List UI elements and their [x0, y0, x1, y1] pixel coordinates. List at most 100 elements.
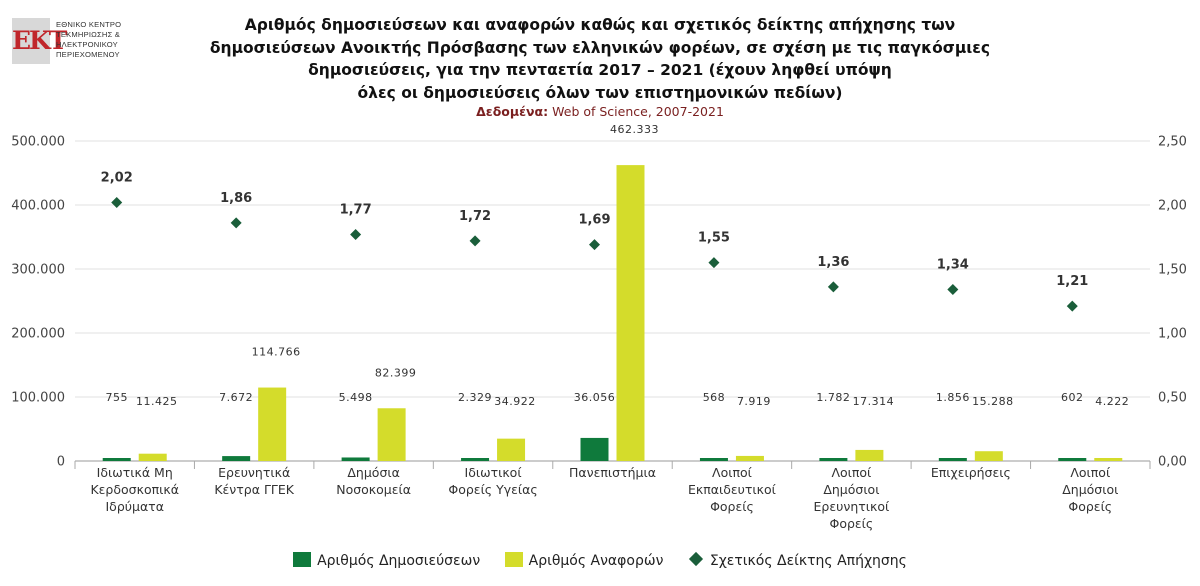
x-category-label: Δημόσιοι — [823, 482, 879, 497]
bar-publications — [341, 457, 370, 461]
data-label-publications: 2.329 — [458, 391, 492, 404]
x-category-label: Φορείς — [1068, 499, 1112, 514]
x-category-label: Εκπαιδευτικοί — [688, 482, 777, 497]
data-label-citations: 34.922 — [494, 395, 536, 408]
y-left-tick-label: 300.000 — [11, 263, 65, 278]
x-category-label: Λοιποί — [712, 465, 753, 480]
logo-line: ΕΘΝΙΚΟ ΚΕΝΤΡΟ — [56, 20, 122, 29]
data-label-index: 1,72 — [459, 209, 491, 224]
data-label-citations: 462.333 — [610, 123, 659, 136]
bar-citations — [735, 455, 764, 461]
x-category-label: Λοιποί — [831, 465, 872, 480]
logo-line: ΤΕΚΜΗΡΙΩΣΗΣ & — [56, 30, 121, 39]
data-label-publications: 602 — [1061, 391, 1084, 404]
bar-citations — [258, 387, 287, 461]
data-label-citations: 82.399 — [375, 366, 417, 379]
data-label-citations: 15.288 — [972, 395, 1014, 408]
bar-publications — [1058, 458, 1087, 461]
index-marker — [947, 283, 959, 295]
data-label-citations: 11.425 — [136, 395, 178, 408]
x-category-label: Δημόσιοι — [1062, 482, 1118, 497]
x-category-label: Ερευνητικοί — [814, 499, 890, 514]
chart-title-line: δημοσιεύσεων Ανοικτής Πρόσβασης των ελλη… — [209, 38, 991, 57]
y-right-tick-label: 0,00 — [1158, 455, 1187, 470]
chart-title-line: δημοσιεύσεις, για την πενταετία 2017 – 2… — [308, 61, 892, 79]
data-label-citations: 114.766 — [252, 346, 301, 359]
legend-label-index: Σχετικός Δείκτης Απήχησης — [709, 552, 907, 569]
y-left-tick-label: 400.000 — [11, 199, 65, 214]
y-left-tick-label: 500.000 — [11, 135, 65, 150]
bar-citations — [616, 165, 645, 461]
index-marker — [708, 257, 720, 269]
bar-citations — [138, 453, 167, 461]
index-marker — [111, 196, 123, 208]
y-right-tick-label: 0,50 — [1158, 391, 1187, 406]
x-category-label: Επιχειρήσεις — [931, 465, 1011, 480]
bar-publications — [938, 458, 967, 461]
legend-item-citations[interactable]: Αριθμός Αναφορών — [504, 552, 663, 569]
data-label-index: 1,86 — [220, 191, 252, 206]
legend-item-publications[interactable]: Αριθμός Δημοσιεύσεων — [293, 552, 480, 569]
ekt-logo: ΕΚΤ ΕΘΝΙΚΟ ΚΕΝΤΡΟ ΤΕΚΜΗΡΙΩΣΗΣ & ΗΛΕΚΤΡΟΝ… — [12, 18, 162, 70]
data-label-publications: 7.672 — [219, 391, 253, 404]
y-left-tick-label: 0 — [57, 455, 65, 470]
data-label-citations: 17.314 — [853, 395, 895, 408]
bar-publications — [699, 458, 728, 461]
x-category-label: Κερδοσκοπικά — [90, 482, 178, 497]
chart-title-line: Αριθμός δημοσιεύσεων και αναφορών καθώς … — [244, 16, 956, 34]
chart-title-line: όλες οι δημοσιεύσεις όλων των επιστημονι… — [357, 83, 843, 102]
x-category-label: Ιδιωτικοί — [465, 465, 523, 480]
y-right-tick-label: 1,50 — [1158, 263, 1187, 278]
chart-title: Αριθμός δημοσιεύσεων και αναφορών καθώς … — [200, 14, 1000, 104]
ekt-logo-text: ΕΘΝΙΚΟ ΚΕΝΤΡΟ ΤΕΚΜΗΡΙΩΣΗΣ & ΗΛΕΚΤΡΟΝΙΚΟΥ… — [56, 20, 121, 60]
y-left-tick-label: 100.000 — [11, 391, 65, 406]
data-source: Δεδομένα: Web of Science, 2007-2021 — [0, 104, 1200, 119]
data-label-citations: 4.222 — [1095, 395, 1129, 408]
y-right-tick-label: 2,00 — [1158, 199, 1187, 214]
data-label-index: 1,36 — [817, 255, 849, 270]
x-category-label: Φορείς — [830, 516, 874, 531]
bar-citations — [855, 449, 884, 461]
x-category-label: Ιδιωτικά Μη — [97, 465, 173, 480]
data-label-publications: 568 — [703, 391, 726, 404]
bar-publications — [102, 458, 131, 461]
data-label-publications: 1.782 — [816, 391, 850, 404]
x-category-label: Δημόσια — [347, 465, 399, 480]
x-category-label: Φορείς Υγείας — [448, 482, 537, 497]
index-marker — [589, 239, 600, 251]
x-category-label: Λοιποί — [1070, 465, 1111, 480]
legend-item-index[interactable]: Σχετικός Δείκτης Απήχησης — [688, 551, 907, 569]
bar-citations — [1094, 458, 1123, 461]
bar-publications — [222, 456, 251, 461]
chart-legend: Αριθμός Δημοσιεύσεων Αριθμός Αναφορών Σχ… — [0, 551, 1200, 569]
data-label-index: 1,77 — [340, 202, 372, 217]
data-label-index: 1,34 — [937, 257, 969, 272]
x-category-label: Φορείς — [710, 499, 754, 514]
data-source-text: Web of Science, 2007-2021 — [552, 104, 724, 119]
data-label-index: 2,02 — [101, 170, 133, 185]
data-label-publications: 755 — [105, 391, 128, 404]
x-category-label: Πανεπιστήμια — [569, 465, 656, 480]
y-right-tick-label: 2,50 — [1158, 135, 1187, 150]
legend-swatch-citations — [504, 552, 523, 567]
y-left-tick-label: 200.000 — [11, 327, 65, 342]
y-right-tick-label: 1,00 — [1158, 327, 1187, 342]
legend-label-publications: Αριθμός Δημοσιεύσεων — [317, 553, 481, 569]
index-marker — [350, 228, 362, 240]
bar-citations — [974, 451, 1003, 461]
data-label-publications: 1.856 — [936, 391, 970, 404]
index-marker — [230, 217, 242, 229]
bar-citations — [377, 408, 406, 461]
bar-citations — [497, 438, 526, 461]
data-label-index: 1,55 — [698, 231, 730, 246]
x-category-label: Ερευνητικά — [218, 465, 290, 480]
bar-publications — [819, 458, 848, 461]
index-marker — [827, 281, 839, 293]
data-label-index: 1,21 — [1056, 274, 1088, 289]
index-marker — [1066, 300, 1078, 312]
x-category-label: Νοσοκομεία — [336, 482, 411, 497]
x-category-label: Ιδρύματα — [105, 499, 163, 514]
bar-publications — [580, 437, 609, 461]
logo-line: ΗΛΕΚΤΡΟΝΙΚΟΥ — [56, 40, 118, 49]
